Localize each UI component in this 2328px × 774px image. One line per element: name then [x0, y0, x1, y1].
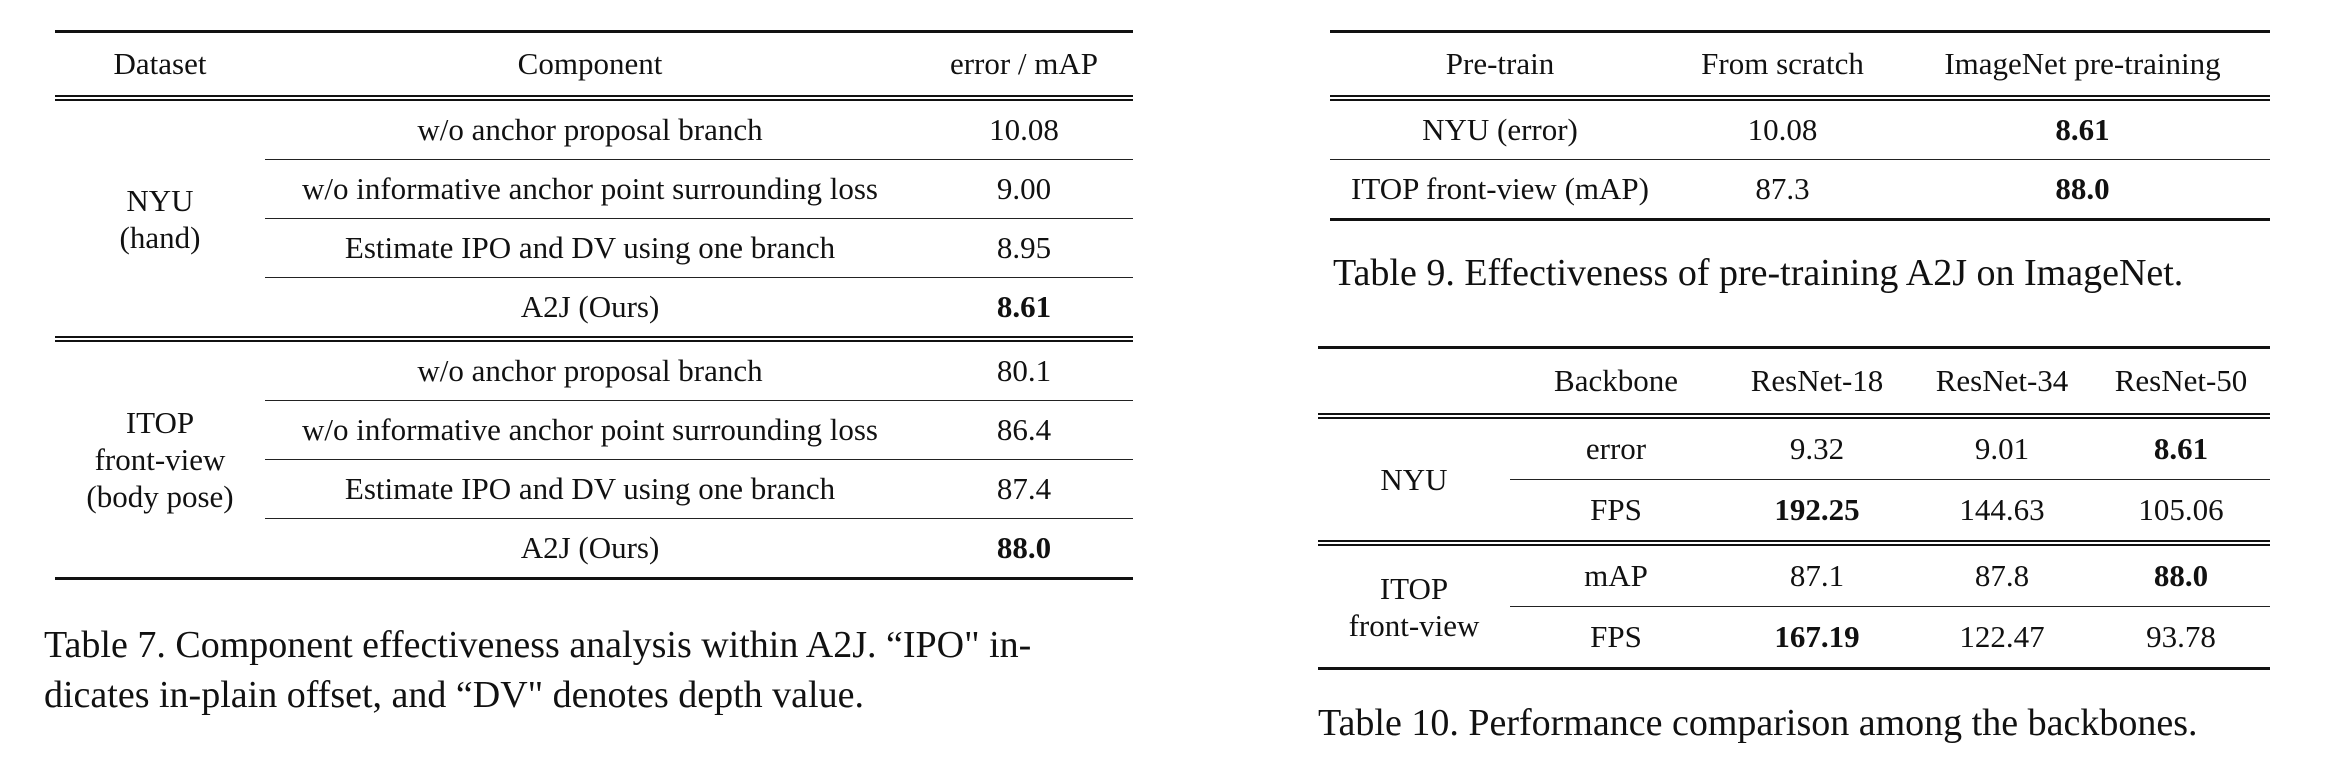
component-cell: A2J (Ours) [520, 289, 660, 324]
value-cell: 80.1 [915, 339, 1133, 401]
dataset-name: NYU [126, 182, 194, 218]
component-cell: w/o anchor proposal branch [265, 339, 915, 401]
column-header-backbone: Backbone [1554, 363, 1678, 398]
column-header-pretrain: Pre-train [1445, 46, 1555, 81]
component-cell: Estimate IPO and DV using one branch [265, 459, 915, 519]
metric-cell: FPS [1590, 492, 1642, 527]
table-row: FPS 192.25 144.63 105.06 [1318, 480, 2270, 543]
value-cell-best: 8.61 [2092, 416, 2270, 480]
component-cell: w/o anchor proposal branch [265, 98, 915, 160]
table-row: ITOP front-view (body pose) w/o anchor p… [55, 339, 1133, 514]
value-cell: 10.08 [915, 98, 1133, 160]
value-cell-best: 88.0 [2092, 543, 2270, 607]
table-row: FPS 167.19 122.47 93.78 [1318, 607, 2270, 669]
component-cell: w/o informative anchor point surrounding… [265, 159, 915, 219]
column-header-empty [1318, 348, 1510, 417]
dataset-cell-itop: ITOP front-view (body pose) [55, 339, 265, 579]
column-header-from-scratch: From scratch [1701, 46, 1864, 81]
table-header-row: Pre-train From scratch ImageNet pre-trai… [1330, 32, 2270, 98]
column-header-imagenet: ImageNet pre-training [1944, 46, 2221, 81]
metric-cell: mAP [1510, 543, 1722, 607]
value-cell: 93.78 [2146, 619, 2216, 654]
value-cell: 9.01 [1912, 416, 2092, 480]
nyu-group: NYU error 9.32 9.01 8.61 FPS 192.25 144.… [1318, 416, 2270, 543]
dataset-name: ITOP [1379, 570, 1449, 606]
table-row: w/o informative anchor point surrounding… [55, 400, 1133, 460]
table-row: A2J (Ours) 8.61 [55, 278, 1133, 339]
backbone-comparison-table: Backbone ResNet-18 ResNet-34 ResNet-50 N… [1318, 346, 2270, 670]
column-header-error-map: error / mAP [949, 46, 1099, 81]
table10-caption: Table 10. Performance comparison among t… [1318, 702, 2198, 744]
value-cell: 8.95 [915, 218, 1133, 278]
value-cell-best: 192.25 [1774, 492, 1860, 527]
caption-line: dicates in-plain offset, and “DV" denote… [44, 674, 864, 716]
row-label-cell: NYU (error) [1330, 98, 1670, 160]
component-cell: Estimate IPO and DV using one branch [265, 218, 915, 278]
dataset-name: ITOP [125, 405, 195, 440]
value-cell: 9.00 [915, 159, 1133, 219]
value-cell-best: 167.19 [1774, 619, 1860, 654]
table-row: NYU (error) 10.08 8.61 [1330, 98, 2270, 160]
itop-group: ITOP front-view (body pose) w/o anchor p… [55, 339, 1133, 579]
table-header-row: Dataset Component error / mAP [55, 32, 1133, 98]
component-cell: w/o informative anchor point surrounding… [265, 400, 915, 460]
table-row: ITOP front-view mAP 87.1 87.8 88.0 [1318, 543, 2270, 643]
metric-cell: error [1510, 416, 1722, 480]
dataset-cell-nyu: NYU [1318, 416, 1510, 543]
value-cell: 87.1 [1722, 543, 1912, 607]
nyu-group: NYU (hand) w/o anchor proposal branch 10… [55, 98, 1133, 339]
value-cell: 87.3 [1755, 171, 1810, 206]
table-row: NYU (hand) w/o anchor proposal branch 10… [55, 98, 1133, 255]
column-header-resnet34: ResNet-34 [1935, 363, 2069, 398]
column-header-resnet18: ResNet-18 [1750, 363, 1884, 398]
dataset-task: (body pose) [86, 479, 234, 514]
row-label-cell: ITOP front-view (mAP) [1351, 171, 1649, 206]
dataset-task: (hand) [119, 219, 201, 255]
component-analysis-table: Dataset Component error / mAP NYU (hand)… [55, 30, 1133, 580]
dataset-view: front-view [94, 442, 226, 477]
dataset-name: NYU [1380, 462, 1448, 497]
pretraining-table: Pre-train From scratch ImageNet pre-trai… [1330, 30, 2270, 221]
dataset-cell-nyu: NYU (hand) [55, 98, 265, 339]
value-cell-best: 88.0 [2055, 171, 2110, 206]
table-row: NYU error 9.32 9.01 8.61 [1318, 416, 2270, 497]
value-cell: 144.63 [1959, 492, 2045, 527]
value-cell: 122.47 [1959, 619, 2045, 654]
column-header-resnet50: ResNet-50 [2114, 363, 2248, 398]
value-cell: 105.06 [2138, 492, 2224, 527]
component-cell: A2J (Ours) [520, 530, 660, 565]
value-cell-best: 8.61 [996, 289, 1052, 324]
caption-line: Table 7. Component effectiveness analysi… [44, 624, 1032, 666]
value-cell: 87.8 [1912, 543, 2092, 607]
column-header-component: Component [517, 46, 663, 81]
table-header-row: Backbone ResNet-18 ResNet-34 ResNet-50 [1318, 348, 2270, 417]
value-cell: 10.08 [1670, 98, 1895, 160]
table-row: A2J (Ours) 88.0 [55, 519, 1133, 579]
value-cell: 86.4 [915, 400, 1133, 460]
dataset-view: front-view [1348, 607, 1480, 643]
itop-group: ITOP front-view mAP 87.1 87.8 88.0 FPS 1… [1318, 543, 2270, 669]
table-row: Estimate IPO and DV using one branch 87.… [55, 459, 1133, 519]
metric-cell: FPS [1590, 619, 1642, 654]
table9-caption: Table 9. Effectiveness of pre-training A… [1333, 252, 2184, 294]
column-header-dataset: Dataset [113, 46, 207, 81]
value-cell-best: 8.61 [1895, 98, 2270, 160]
value-cell: 9.32 [1722, 416, 1912, 480]
dataset-cell-itop: ITOP front-view [1318, 543, 1510, 669]
table-row: w/o informative anchor point surrounding… [55, 159, 1133, 219]
table-row: ITOP front-view (mAP) 87.3 88.0 [1330, 160, 2270, 220]
table7-caption: Table 7. Component effectiveness analysi… [44, 620, 1154, 720]
value-cell-best: 88.0 [996, 530, 1052, 565]
value-cell: 87.4 [915, 459, 1133, 519]
table-row: Estimate IPO and DV using one branch 8.9… [55, 218, 1133, 278]
